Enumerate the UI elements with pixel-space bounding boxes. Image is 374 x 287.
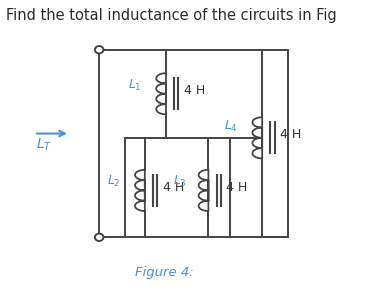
Text: $L_1$: $L_1$	[128, 78, 141, 93]
Text: 4 H: 4 H	[226, 181, 248, 194]
Text: $L_T$: $L_T$	[36, 137, 52, 153]
Text: $L_2$: $L_2$	[107, 174, 120, 189]
Circle shape	[95, 234, 104, 241]
Text: Find the total inductance of the circuits in Fig: Find the total inductance of the circuit…	[6, 9, 337, 24]
Text: 4 H: 4 H	[184, 84, 205, 97]
Text: Figure 4:: Figure 4:	[135, 265, 194, 278]
Text: $L_4$: $L_4$	[224, 119, 238, 134]
Text: 4 H: 4 H	[280, 129, 301, 141]
Text: 4 H: 4 H	[163, 181, 184, 194]
Text: $L_3$: $L_3$	[174, 174, 187, 189]
Circle shape	[95, 46, 104, 53]
